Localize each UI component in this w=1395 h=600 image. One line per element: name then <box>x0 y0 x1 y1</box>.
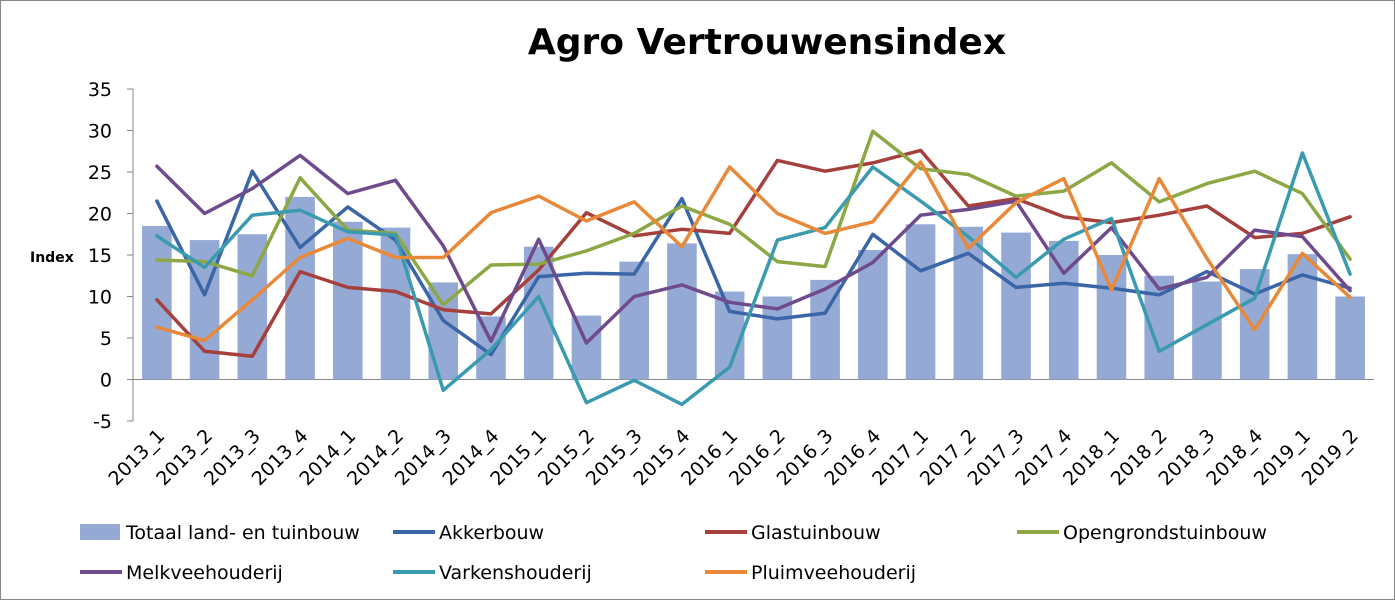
legend-label-totaal-land-en-tuinbouw: Totaal land- en tuinbouw <box>125 522 360 544</box>
bar-2014_1 <box>332 221 363 380</box>
bar-2015_4 <box>667 243 697 380</box>
series-line-pluimveehouderij <box>155 160 1352 343</box>
bar-2017_3 <box>1001 232 1031 380</box>
legend: Totaal land- en tuinbouw Akkerbouw Glastui… <box>80 522 1267 584</box>
y-tick-label: 15 <box>88 245 112 267</box>
bar-2015_2 <box>571 315 602 380</box>
y-tick-label: 5 <box>100 328 112 350</box>
y-tick-label: 35 <box>88 79 112 101</box>
legend-swatch-totaal-land-en-tuinbouw <box>80 524 120 540</box>
bar-2018_4 <box>1239 269 1270 380</box>
bar-2019_2 <box>1335 296 1365 380</box>
plot-area: -5051015202530352013_12013_22013_32013_4… <box>88 79 1374 490</box>
legend-label-melkveehouderij: Melkveehouderij <box>126 562 283 584</box>
bar-2016_4 <box>858 250 888 380</box>
bar-2015_3 <box>619 261 649 380</box>
chart-title: Agro Vertrouwensindex <box>528 22 1006 63</box>
y-tick-label: 10 <box>88 287 112 309</box>
y-tick-label: -5 <box>93 411 112 433</box>
legend-label-pluimveehouderij: Pluimveehouderij <box>751 562 916 584</box>
legend-label-opengrondstuinbouw: Opengrondstuinbouw <box>1063 522 1267 544</box>
legend-label-akkerbouw: Akkerbouw <box>439 522 544 544</box>
bar-2015_1 <box>523 246 554 380</box>
series-line-akkerbouw <box>155 169 1352 357</box>
y-tick-label: 0 <box>100 370 112 392</box>
bar-2017_1 <box>905 224 936 380</box>
series-line-glastuinbouw <box>155 148 1352 359</box>
y-axis-label: Index <box>30 250 74 266</box>
legend-label-varkenshouderij: Varkenshouderij <box>439 562 592 584</box>
series-line-varkenshouderij <box>155 151 1352 407</box>
y-tick-label: 25 <box>88 162 112 184</box>
legend-label-glastuinbouw: Glastuinbouw <box>751 522 881 544</box>
bar-2013_1 <box>142 225 172 380</box>
y-tick-label: 20 <box>88 204 112 226</box>
y-tick-label: 30 <box>88 121 112 143</box>
bar-2018_1 <box>1096 255 1127 380</box>
